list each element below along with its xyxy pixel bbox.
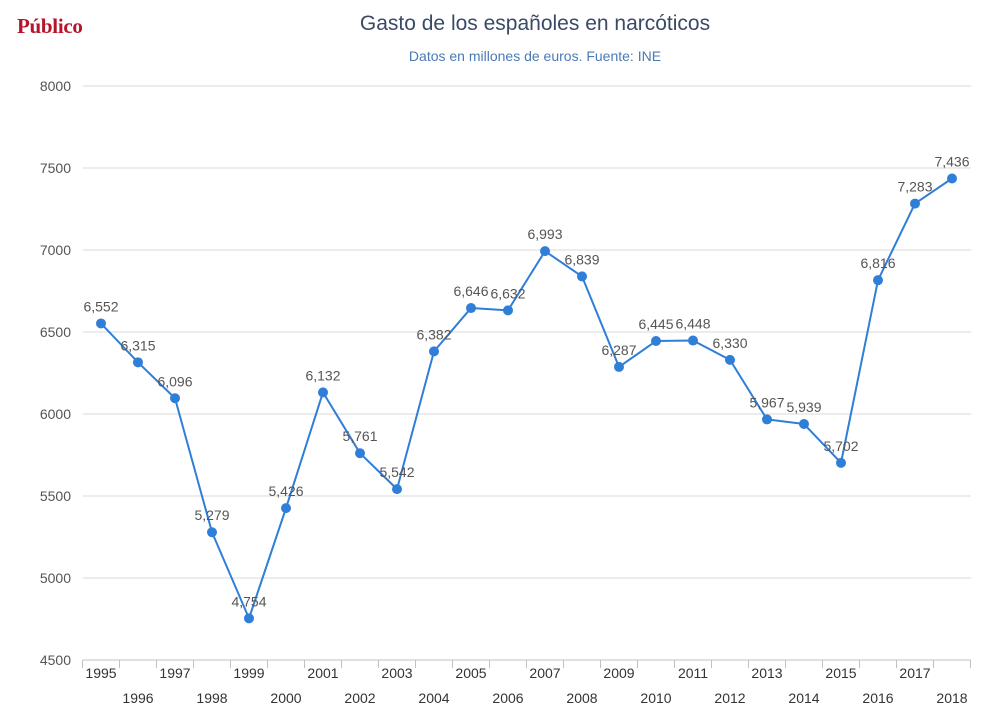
- data-label: 6,096: [157, 373, 192, 389]
- data-label: 6,839: [564, 251, 599, 267]
- data-label: 6,632: [490, 285, 525, 301]
- x-tick-label: 1996: [122, 690, 153, 706]
- data-label: 7,436: [934, 153, 969, 169]
- chart-title: Gasto de los españoles en narcóticos: [359, 12, 711, 35]
- data-point[interactable]: [133, 357, 143, 368]
- series-polyline: [100, 177, 953, 620]
- data-point[interactable]: [429, 346, 439, 357]
- x-tick-label: 2007: [529, 665, 560, 681]
- data-label: 6,816: [860, 255, 895, 271]
- data-point[interactable]: [651, 336, 661, 347]
- x-tick-label: 2016: [862, 690, 893, 706]
- data-label: 6,287: [601, 342, 636, 358]
- x-tick-label: 1997: [159, 665, 190, 681]
- x-tick-label: 2000: [270, 690, 301, 706]
- data-label: 6,646: [453, 283, 488, 299]
- data-label: 6,552: [83, 298, 118, 314]
- x-tick-label: 2006: [492, 690, 523, 706]
- x-tick-label: 2009: [603, 665, 634, 681]
- data-point[interactable]: [466, 303, 476, 314]
- x-tick-label: 2011: [678, 665, 708, 681]
- y-tick-label: 5500: [40, 488, 71, 504]
- y-tick-label: 4500: [40, 652, 71, 668]
- x-tick-label: 2013: [751, 665, 782, 681]
- data-point[interactable]: [614, 361, 624, 372]
- x-tick-label: 2015: [825, 665, 856, 681]
- data-label: 5,939: [786, 399, 821, 415]
- publico-logo: Público: [17, 14, 83, 38]
- data-points: [96, 173, 957, 624]
- grid-lines: [83, 85, 971, 661]
- data-point[interactable]: [577, 271, 587, 282]
- x-tick-label: 2018: [936, 690, 967, 706]
- data-point[interactable]: [688, 335, 698, 346]
- data-label: 6,382: [416, 326, 451, 342]
- data-label: 6,993: [527, 226, 562, 242]
- x-tick-label: 1998: [196, 690, 227, 706]
- y-tick-label: 7500: [40, 160, 71, 176]
- y-tick-label: 6000: [40, 406, 71, 422]
- data-point[interactable]: [762, 414, 772, 425]
- data-label: 5,702: [823, 438, 858, 454]
- y-tick-label: 8000: [40, 78, 71, 94]
- data-label: 6,330: [712, 335, 747, 351]
- x-tick-label: 2014: [788, 690, 819, 706]
- data-label: 4,754: [231, 593, 266, 609]
- data-point[interactable]: [947, 173, 957, 184]
- x-tick-label: 2010: [640, 690, 671, 706]
- data-label: 6,315: [120, 337, 155, 353]
- data-label: 6,448: [675, 316, 710, 332]
- data-label: 7,283: [897, 179, 932, 195]
- data-label: 5,761: [342, 428, 377, 444]
- x-tick-label: 2001: [307, 665, 338, 681]
- data-point[interactable]: [244, 613, 254, 624]
- data-point[interactable]: [540, 246, 550, 257]
- data-label: 6,132: [305, 367, 340, 383]
- data-point[interactable]: [96, 318, 106, 329]
- y-axis-ticks: 4500 5000 5500 6000 6500 7000 7500 8000: [40, 78, 71, 668]
- series-line: [100, 177, 953, 620]
- data-point[interactable]: [799, 419, 809, 430]
- x-tick-label: 1995: [85, 665, 116, 681]
- data-point[interactable]: [207, 527, 217, 538]
- x-tick-label: 2008: [566, 690, 597, 706]
- data-point[interactable]: [910, 198, 920, 209]
- data-label: 5,967: [749, 394, 784, 410]
- data-point[interactable]: [281, 503, 291, 514]
- x-tick-label: 2005: [455, 665, 486, 681]
- y-tick-label: 5000: [40, 570, 71, 586]
- data-point[interactable]: [873, 275, 883, 286]
- x-axis-ticks: 1995 1996 1997 1998 1999 2000 2001 2002 2003 2004…: [82, 660, 971, 706]
- x-tick-label: 2012: [714, 690, 745, 706]
- data-point[interactable]: [725, 354, 735, 365]
- x-tick-label: 2003: [381, 665, 412, 681]
- chart-subtitle: Datos en millones de euros. Fuente: INE: [408, 48, 662, 64]
- x-tick-label: 2004: [418, 690, 449, 706]
- data-point[interactable]: [503, 305, 513, 316]
- x-tick-label: 2002: [344, 690, 375, 706]
- data-point[interactable]: [355, 448, 365, 459]
- data-label: 5,542: [379, 464, 414, 480]
- data-labels: 6,552 6,315 6,096 5,279 4,754 5,426 6,132 5,761…: [83, 153, 969, 609]
- data-point[interactable]: [318, 387, 328, 398]
- data-point[interactable]: [836, 457, 846, 468]
- y-tick-label: 7000: [40, 242, 71, 258]
- y-tick-label: 6500: [40, 324, 71, 340]
- x-tick-label: 1999: [233, 665, 264, 681]
- data-label: 6,445: [638, 316, 673, 332]
- data-point[interactable]: [392, 484, 402, 495]
- data-point[interactable]: [170, 393, 180, 404]
- x-tick-label: 2017: [899, 665, 930, 681]
- data-label: 5,279: [194, 507, 229, 523]
- data-label: 5,426: [268, 483, 303, 499]
